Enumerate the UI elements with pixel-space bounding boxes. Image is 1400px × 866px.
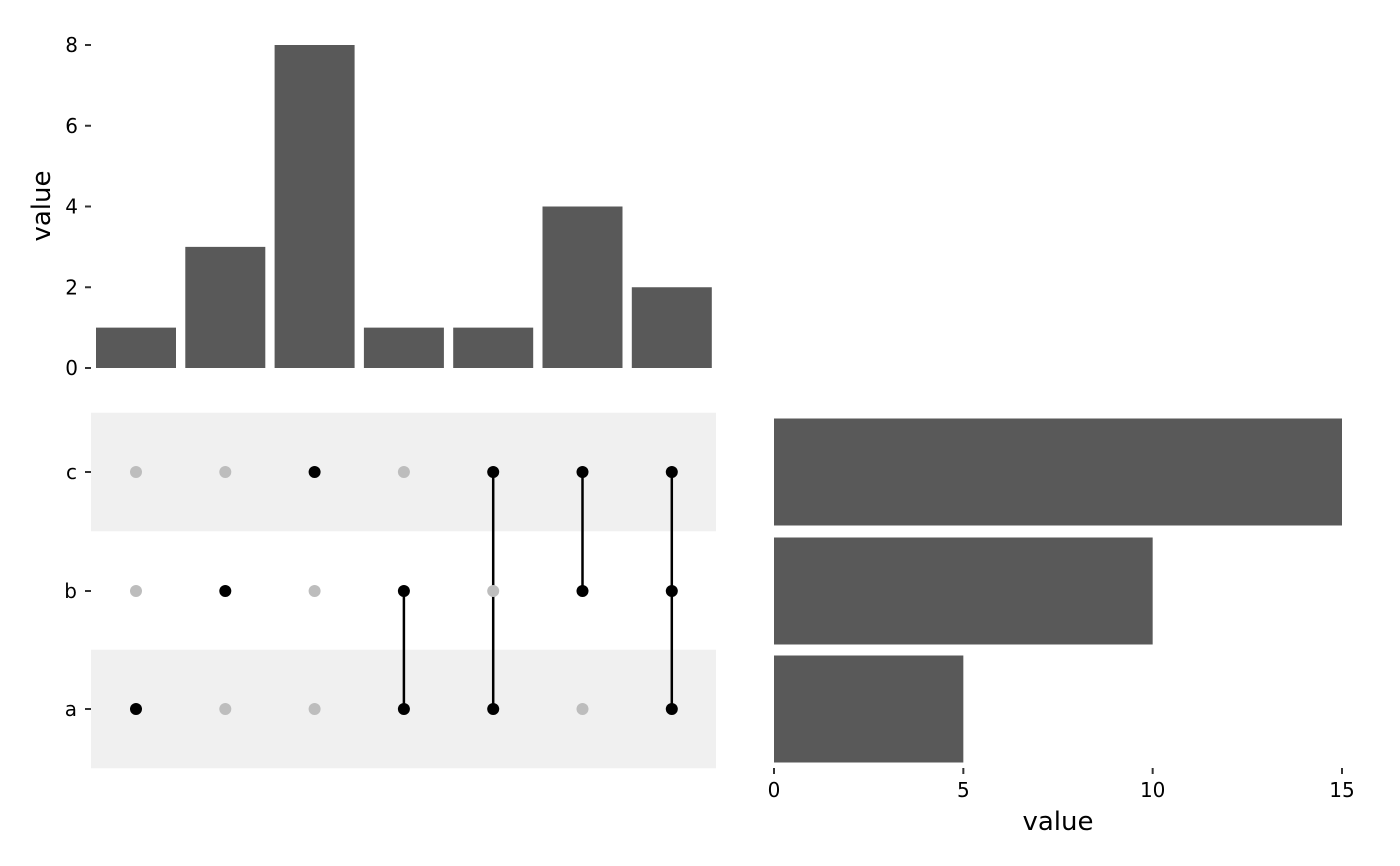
intersection-bar (631, 287, 712, 368)
y-tick-label: 8 (65, 33, 78, 57)
membership-dot-active (487, 466, 500, 478)
y-tick-label: 2 (65, 275, 78, 299)
membership-matrix-panel: c b a (64, 412, 716, 769)
intersection-size-panel: 0 2 4 6 8 (65, 33, 712, 380)
intersection-y-axis-title: value (27, 170, 57, 241)
y-tick-label: 0 (65, 356, 78, 380)
membership-dot-active (665, 703, 678, 715)
membership-dot-active (576, 585, 589, 597)
membership-dot-active (219, 585, 232, 597)
membership-dot-inactive (130, 466, 142, 478)
intersection-bar (185, 246, 266, 368)
membership-dot-active (576, 466, 589, 478)
intersection-bar (96, 327, 176, 368)
membership-dot-inactive (397, 466, 410, 478)
set-size-bar (774, 418, 1342, 526)
x-tick-label: 10 (1140, 778, 1165, 802)
set-size-bar (774, 655, 964, 763)
y-tick-label: 6 (65, 114, 78, 138)
membership-dot-inactive (219, 466, 232, 478)
set-size-x-axis-title: value (1022, 807, 1093, 837)
membership-dot-active (397, 703, 410, 715)
membership-dot-inactive (219, 703, 232, 715)
intersection-bar (274, 45, 355, 368)
set-label: c (66, 460, 77, 484)
set-label: b (64, 579, 77, 603)
intersection-bar (542, 206, 623, 368)
membership-dot-active (665, 585, 678, 597)
x-tick-label: 5 (957, 778, 970, 802)
set-label: a (65, 697, 77, 721)
membership-dot-inactive (487, 585, 500, 597)
set-size-panel: 0 5 10 15 (768, 418, 1355, 802)
membership-dot-active (308, 466, 321, 478)
membership-dot-inactive (308, 703, 321, 715)
membership-dot-inactive (308, 585, 321, 597)
set-size-bar (774, 537, 1153, 645)
membership-dot-active (130, 703, 142, 715)
membership-dot-inactive (576, 703, 589, 715)
intersection-bar (363, 327, 444, 368)
y-tick-label: 4 (65, 195, 78, 219)
x-tick-label: 0 (768, 778, 781, 802)
membership-dot-active (397, 585, 410, 597)
x-tick-label: 15 (1329, 778, 1354, 802)
membership-dot-inactive (130, 585, 142, 597)
membership-dot-active (665, 466, 678, 478)
intersection-bar (453, 327, 534, 368)
membership-dot-active (487, 703, 500, 715)
